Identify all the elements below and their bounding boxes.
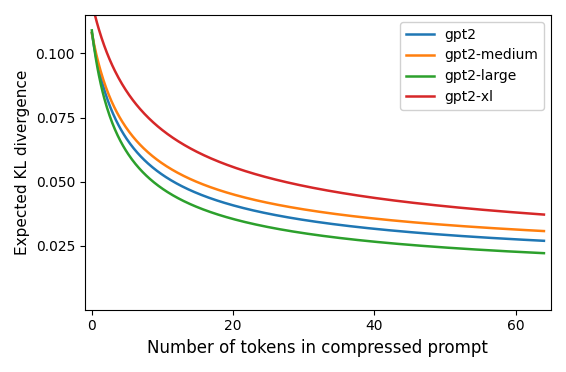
- Line: gpt2-large: gpt2-large: [92, 31, 544, 253]
- Y-axis label: Expected KL divergence: Expected KL divergence: [15, 70, 30, 255]
- gpt2-large: [88, 28, 95, 33]
- gpt2-large: [268, 225, 275, 230]
- gpt2-large: [240, 219, 247, 224]
- gpt2-large: [518, 250, 525, 254]
- Legend: gpt2, gpt2-medium, gpt2-large, gpt2-xl: gpt2, gpt2-medium, gpt2-large, gpt2-xl: [400, 22, 544, 110]
- gpt2-xl: [272, 177, 279, 182]
- gpt2: [91, 46, 98, 51]
- Line: gpt2: gpt2: [92, 33, 544, 241]
- gpt2-medium: [541, 229, 547, 233]
- gpt2-xl: [91, 11, 98, 16]
- gpt2-medium: [272, 202, 279, 206]
- gpt2: [240, 206, 247, 210]
- gpt2-large: [388, 241, 395, 246]
- gpt2-medium: [518, 228, 525, 232]
- gpt2-large: [91, 48, 98, 52]
- gpt2-xl: [541, 212, 547, 217]
- gpt2: [388, 228, 395, 233]
- gpt2-medium: [91, 44, 98, 49]
- gpt2: [88, 31, 95, 35]
- gpt2: [272, 213, 279, 217]
- gpt2-xl: [388, 198, 395, 202]
- gpt2: [268, 212, 275, 217]
- Line: gpt2-medium: gpt2-medium: [92, 33, 544, 231]
- gpt2-xl: [268, 176, 275, 181]
- gpt2: [541, 238, 547, 243]
- Line: gpt2-xl: gpt2-xl: [92, 2, 544, 215]
- gpt2-medium: [268, 201, 275, 206]
- gpt2-medium: [88, 31, 95, 35]
- gpt2: [518, 237, 525, 242]
- gpt2-medium: [388, 218, 395, 222]
- gpt2-medium: [240, 195, 247, 199]
- X-axis label: Number of tokens in compressed prompt: Number of tokens in compressed prompt: [148, 339, 488, 357]
- gpt2-xl: [518, 211, 525, 215]
- gpt2-xl: [88, 0, 95, 4]
- gpt2-large: [541, 251, 547, 256]
- gpt2-xl: [240, 168, 247, 173]
- gpt2-large: [272, 226, 279, 231]
